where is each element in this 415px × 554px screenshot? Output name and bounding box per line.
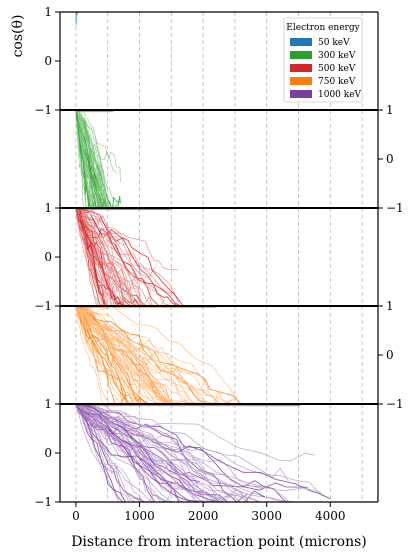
y-tick-label: −1 xyxy=(386,397,404,411)
track-line xyxy=(75,403,191,503)
y-tick-label: −1 xyxy=(34,495,52,509)
y-tick-label: 0 xyxy=(386,152,394,166)
track-line xyxy=(75,305,185,405)
x-tick-label: 0 xyxy=(72,509,80,523)
legend-title: Electron energy xyxy=(286,23,360,33)
track-line xyxy=(75,403,331,500)
track-line xyxy=(75,403,228,503)
y-tick-label: 0 xyxy=(44,54,52,68)
tracks-1000-kev xyxy=(75,402,339,503)
legend-label: 500 keV xyxy=(318,64,356,74)
tracks-750-kev xyxy=(75,305,242,405)
legend-swatch xyxy=(290,51,312,59)
tracks-300-kev xyxy=(75,109,121,210)
track-line xyxy=(75,18,78,21)
track-line xyxy=(75,109,100,209)
x-tick-label: 2000 xyxy=(188,509,219,523)
track-line xyxy=(75,109,113,209)
track-line xyxy=(75,207,188,307)
track-line xyxy=(75,207,104,270)
track-line xyxy=(75,403,241,503)
track-line xyxy=(75,403,322,494)
track-line xyxy=(75,403,147,493)
track-line xyxy=(75,403,244,503)
legend-label: 1000 keV xyxy=(318,90,362,100)
x-axis-label: Distance from interaction point (microns… xyxy=(71,534,367,550)
track-line xyxy=(75,403,233,503)
legend-swatch xyxy=(290,77,312,85)
track-line xyxy=(75,109,121,183)
track-line xyxy=(75,305,209,396)
legend-swatch xyxy=(290,64,312,72)
track-line xyxy=(75,15,78,20)
y-tick-label: 1 xyxy=(386,299,394,313)
y-tick-label: 1 xyxy=(44,397,52,411)
track-line xyxy=(75,207,158,293)
track-line xyxy=(75,305,240,405)
y-tick-label: 0 xyxy=(386,348,394,362)
track-line xyxy=(75,207,177,307)
ticks-layer: 1 0 −1 1 0 −1 1 0 −1 1 0 −1 1 0 −1 0 1000 2000 3000 4000 xyxy=(34,5,403,523)
legend: Electron energy 50 keV 300 keV 500 keV 750 … xyxy=(283,17,363,103)
track-line xyxy=(75,305,229,405)
y-tick-label: −1 xyxy=(34,299,52,313)
track-line xyxy=(75,305,163,395)
tracks-50-kev xyxy=(75,10,79,26)
track-line xyxy=(75,403,215,488)
track-line xyxy=(75,403,315,462)
track-line xyxy=(75,109,99,205)
y-tick-label: 1 xyxy=(386,103,394,117)
track-line xyxy=(75,403,171,503)
track-line xyxy=(75,403,289,482)
track-line xyxy=(75,403,308,491)
y-tick-label: −1 xyxy=(386,201,404,215)
legend-items: 50 keV 300 keV 500 keV 750 keV 1000 keV xyxy=(290,38,362,100)
track-line xyxy=(75,305,177,405)
track-line xyxy=(75,207,125,307)
x-tick-label: 1000 xyxy=(124,509,155,523)
y-axis-label: cos(θ) xyxy=(10,15,26,58)
y-tick-label: 1 xyxy=(44,5,52,19)
track-line xyxy=(75,207,127,307)
track-line xyxy=(75,403,328,498)
y-tick-label: −1 xyxy=(34,103,52,117)
track-line xyxy=(75,109,102,182)
track-line xyxy=(75,305,157,347)
y-tick-label: 0 xyxy=(44,250,52,264)
legend-swatch xyxy=(290,90,312,98)
track-line xyxy=(75,403,211,503)
x-tick-label: 3000 xyxy=(251,509,282,523)
y-tick-label: 0 xyxy=(44,446,52,460)
legend-label: 300 keV xyxy=(318,51,356,61)
legend-swatch xyxy=(290,38,312,46)
legend-label: 750 keV xyxy=(318,77,356,87)
track-line xyxy=(75,207,178,271)
y-tick-label: 1 xyxy=(44,201,52,215)
legend-label: 50 keV xyxy=(318,38,350,48)
x-tick-label: 4000 xyxy=(315,509,346,523)
track-line xyxy=(75,403,264,490)
tracks-500-kev xyxy=(75,207,188,308)
track-line xyxy=(75,403,230,503)
